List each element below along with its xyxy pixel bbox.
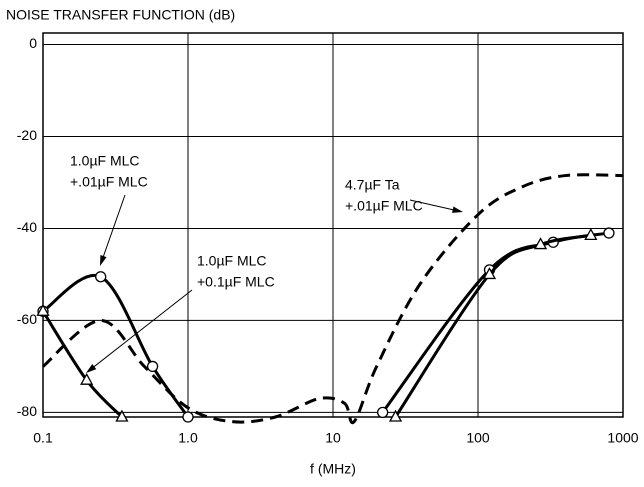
marker <box>533 237 548 250</box>
marker <box>377 406 389 419</box>
marker <box>603 227 615 239</box>
series-annotation: +0.1µF MLC <box>197 274 275 290</box>
chart-title: NOISE TRANSFER FUNCTION (dB) <box>6 7 235 23</box>
series-line <box>394 233 592 418</box>
marker <box>146 360 159 373</box>
series-annotation: +.01µF MLC <box>70 174 148 190</box>
arrow-head <box>86 363 97 373</box>
x-axis-label: f (MHz) <box>310 461 356 477</box>
y-tick-label: -20 <box>17 127 37 143</box>
x-tick-label: 0.1 <box>33 430 53 446</box>
x-tick-label: 10 <box>325 430 341 446</box>
marker <box>182 411 194 423</box>
series-annotation: 1.0µF MLC <box>70 153 140 169</box>
y-tick-label: -60 <box>17 311 37 327</box>
marker <box>36 303 50 316</box>
series-annotation: 1.0µF MLC <box>197 253 267 269</box>
marker <box>80 372 94 385</box>
marker <box>95 271 107 283</box>
x-tick-label: 1000 <box>607 430 638 446</box>
arrow-head <box>452 206 463 213</box>
series-annotation: +.01µF MLC <box>345 198 423 214</box>
annotation-arrow <box>102 194 126 259</box>
y-tick-label: 0 <box>29 35 37 51</box>
marker <box>115 409 129 422</box>
y-tick-label: -80 <box>17 403 37 419</box>
x-tick-label: 1.0 <box>178 430 198 446</box>
annotation-arrow <box>91 289 193 369</box>
series-annotation: 4.7µF Ta <box>345 177 400 193</box>
x-tick-label: 100 <box>466 430 490 446</box>
marker <box>584 227 598 240</box>
marker <box>388 409 403 422</box>
annotation-arrow <box>409 199 456 211</box>
y-tick-label: -40 <box>17 219 37 235</box>
marker <box>482 267 497 280</box>
series-line <box>42 173 624 425</box>
series-line <box>41 310 123 419</box>
arrow-head <box>100 255 107 266</box>
